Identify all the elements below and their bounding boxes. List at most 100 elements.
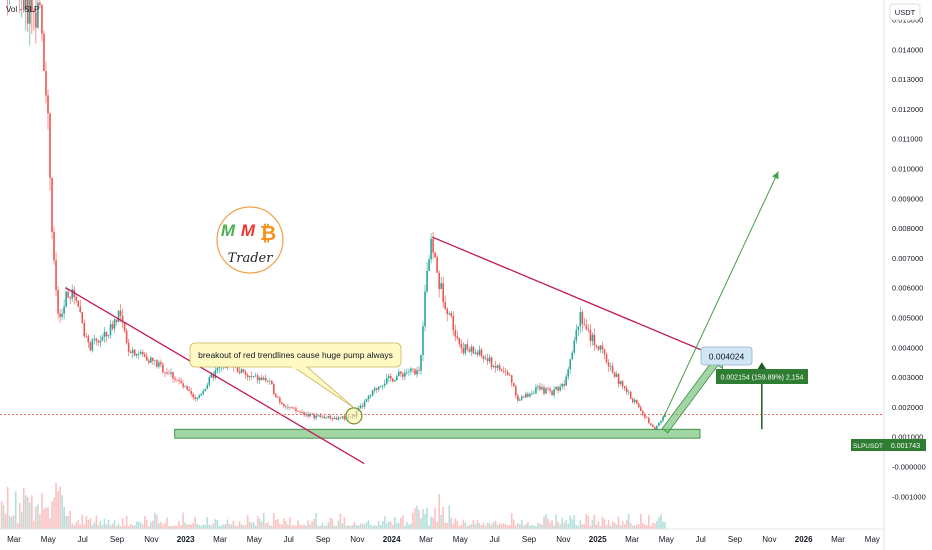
volume-bar xyxy=(514,525,517,529)
volume-bar xyxy=(658,517,660,529)
volume-bar xyxy=(65,515,67,529)
candle-body xyxy=(462,348,465,354)
candle-body xyxy=(97,341,100,343)
volume-bar xyxy=(22,487,25,529)
candle-body xyxy=(416,370,418,375)
price-tick-label: 0.012000 xyxy=(892,105,923,114)
candle-body xyxy=(597,346,600,350)
volume-bar xyxy=(162,525,164,529)
candle-body xyxy=(69,297,71,299)
time-tick-label: Sep xyxy=(110,535,125,544)
price-tick-label: 0.004000 xyxy=(892,343,923,352)
candle-body xyxy=(325,417,328,419)
candle-body xyxy=(262,377,265,380)
volume-bar xyxy=(365,522,368,529)
volume-bar xyxy=(202,524,205,529)
volume-bar xyxy=(109,525,112,529)
candle-body xyxy=(154,360,156,361)
volume-bar xyxy=(383,516,386,529)
candle-body xyxy=(125,330,128,343)
candle-body xyxy=(623,386,626,389)
breakout-circle[interactable] xyxy=(345,407,363,425)
measure-label[interactable]: 0.002154 (159.89%) 2,154 xyxy=(716,369,808,384)
volume-bar xyxy=(45,507,47,529)
volume-bar xyxy=(619,525,622,529)
candle-body xyxy=(629,391,632,399)
candle-body xyxy=(498,365,501,370)
volume-bar xyxy=(234,525,237,529)
volume-bar xyxy=(133,525,136,529)
candle-body xyxy=(196,397,198,399)
candle-body xyxy=(327,415,330,418)
candle-body xyxy=(492,366,495,367)
currency-label: USDT xyxy=(895,8,916,17)
volume-bar xyxy=(547,518,549,529)
candle-body xyxy=(150,357,152,363)
candle-body xyxy=(281,402,283,404)
volume-bar xyxy=(454,518,457,529)
time-tick-label: Mar xyxy=(7,535,21,544)
volume-bar xyxy=(398,522,400,529)
candle-body xyxy=(148,360,150,363)
volume-bar xyxy=(656,520,658,529)
volume-bar xyxy=(396,523,398,529)
support-zone[interactable] xyxy=(174,428,701,439)
volume-bar xyxy=(105,524,108,529)
candle-body xyxy=(434,252,436,258)
candle-body xyxy=(67,291,69,298)
volume-bar xyxy=(575,525,578,529)
candle-body xyxy=(422,326,424,356)
price-tick-label: 0.003000 xyxy=(892,373,923,382)
volume-bar xyxy=(121,518,124,529)
candle-body xyxy=(644,414,646,418)
volume-bar xyxy=(89,518,92,529)
price-scale[interactable]: 0.0150000.0140000.0130000.0120000.011000… xyxy=(892,16,926,502)
volume-bar xyxy=(385,523,388,529)
volume-bar xyxy=(400,517,402,529)
price-candles xyxy=(7,0,666,431)
candle-body xyxy=(160,362,162,365)
currency-badge[interactable]: USDT xyxy=(889,3,921,21)
callout[interactable]: breakout of red trendlines cause huge pu… xyxy=(189,342,402,409)
red-trendline-1[interactable] xyxy=(65,287,365,465)
price-tag[interactable]: SLPUSDT 0.001743 xyxy=(851,439,926,451)
candle-body xyxy=(410,368,412,372)
candle-body xyxy=(523,396,525,398)
target-label[interactable]: 0.004024 xyxy=(700,346,753,366)
volume-bar xyxy=(464,522,467,529)
volume-bar xyxy=(166,517,168,529)
candle-body xyxy=(605,354,608,363)
time-scale[interactable]: Mar May Jul Sep Nov 2023 Mar May Jul Sep Nov 2024 Ma… xyxy=(7,535,880,544)
volume-bar xyxy=(591,519,594,529)
candle-body xyxy=(371,390,374,396)
volume-bar xyxy=(254,525,257,529)
volume-bar xyxy=(79,524,82,529)
candle-body xyxy=(581,312,584,325)
time-tick-label: Jul xyxy=(696,535,706,544)
volume-bar xyxy=(141,524,144,529)
measure-label-box xyxy=(716,369,808,384)
volume-bar xyxy=(210,525,213,529)
volume-bar xyxy=(521,519,523,529)
volume-bar xyxy=(10,516,13,529)
candle-body xyxy=(583,324,586,326)
volume-bar xyxy=(248,521,251,529)
projection-arrow[interactable] xyxy=(662,171,779,420)
candle-body xyxy=(424,291,426,327)
volume-bar xyxy=(391,525,394,529)
candle-body xyxy=(646,417,648,419)
time-tick-label: Nov xyxy=(556,535,570,544)
candle-body xyxy=(601,345,604,350)
volume-bar xyxy=(363,524,366,529)
candle-body xyxy=(484,358,487,360)
candle-body xyxy=(87,336,90,343)
volume-bar xyxy=(176,525,178,529)
volume-bar xyxy=(194,516,196,529)
candle-body xyxy=(99,340,102,343)
red-trendline-2[interactable] xyxy=(431,236,717,357)
time-tick-label: May xyxy=(453,535,468,544)
volume-bar xyxy=(654,523,656,529)
candle-body xyxy=(260,377,263,380)
volume-bar xyxy=(635,524,638,529)
